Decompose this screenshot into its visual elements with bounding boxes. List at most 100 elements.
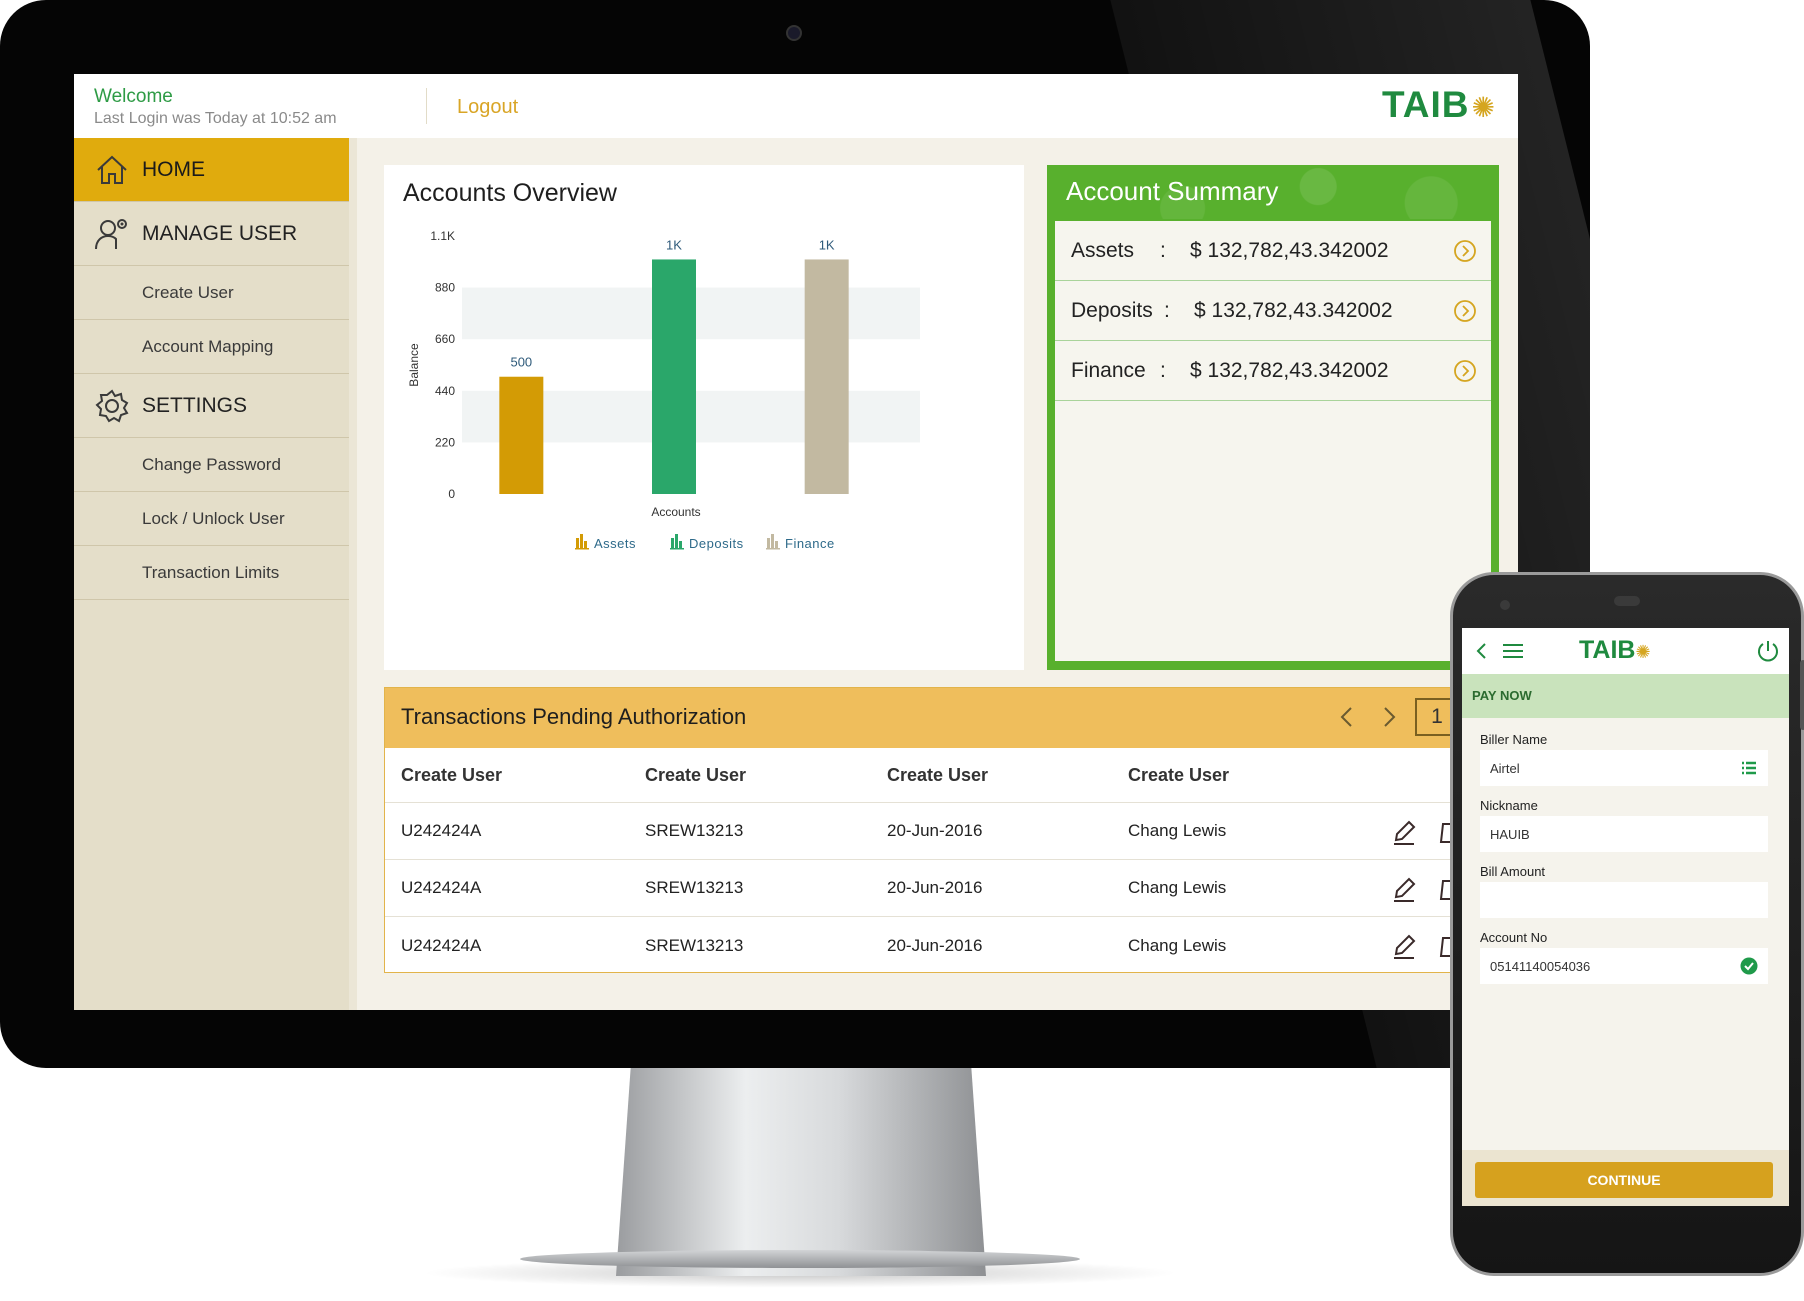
nav-home[interactable]: HOME bbox=[74, 138, 349, 202]
table-cell: 20-Jun-2016 bbox=[887, 878, 983, 897]
legend-label: Finance bbox=[785, 536, 835, 551]
legend-swatch bbox=[575, 548, 589, 550]
bar-finance bbox=[804, 259, 849, 494]
continue-button[interactable]: CONTINUE bbox=[1475, 1162, 1773, 1198]
summary-value: $ 132,782,43.342002 bbox=[1190, 238, 1389, 262]
nav-settings-label: SETTINGS bbox=[142, 393, 248, 417]
biller-name-label: Biller Name bbox=[1480, 732, 1548, 747]
column-header: Create User bbox=[401, 764, 503, 785]
biller-name-field[interactable]: Airtel bbox=[1480, 750, 1768, 786]
legend-swatch bbox=[771, 534, 774, 548]
table-row[interactable]: U242424A SREW13213 20-Jun-2016 Chang Lew… bbox=[385, 803, 1517, 860]
back-arrow-icon[interactable] bbox=[1472, 640, 1492, 662]
table-row[interactable]: U242424A SREW13213 20-Jun-2016 Chang Lew… bbox=[385, 917, 1517, 974]
logout-link[interactable]: Logout bbox=[457, 96, 519, 118]
phone-logo-text: TAIB bbox=[1579, 636, 1636, 664]
summary-row-assets: Assets : $ 132,782,43.342002 bbox=[1055, 221, 1491, 281]
legend-label: Assets bbox=[594, 536, 636, 551]
phone-side-button bbox=[1800, 660, 1804, 730]
y-tick-label: 1.1K bbox=[430, 229, 455, 243]
table-cell: Chang Lewis bbox=[1128, 878, 1227, 897]
y-tick-label: 880 bbox=[435, 281, 455, 295]
summary-label: Assets bbox=[1071, 238, 1135, 262]
accounts-overview-title: Accounts Overview bbox=[403, 179, 617, 207]
chevron-right-icon[interactable] bbox=[1375, 702, 1403, 732]
nav-lock-unlock-user[interactable]: Lock / Unlock User bbox=[74, 492, 349, 546]
bill-amount-label: Bill Amount bbox=[1480, 864, 1546, 879]
nav-account-mapping[interactable]: Account Mapping bbox=[74, 320, 349, 374]
table-row[interactable]: U242424A SREW13213 20-Jun-2016 Chang Lew… bbox=[385, 860, 1517, 917]
legend-swatch bbox=[584, 541, 587, 548]
phone-speaker bbox=[1614, 596, 1640, 606]
transactions-header: Transactions Pending Authorization 1 bbox=[385, 688, 1517, 748]
x-axis-label: Accounts bbox=[651, 505, 700, 519]
legend-swatch bbox=[775, 541, 778, 548]
monitor-stand bbox=[616, 1066, 986, 1276]
summary-row-finance: Finance : $ 132,782,43.342002 bbox=[1055, 341, 1491, 401]
summary-colon: : bbox=[1160, 358, 1166, 382]
nav-manage-user[interactable]: MANAGE USER bbox=[74, 202, 349, 266]
chevron-right-circle-icon[interactable] bbox=[1453, 359, 1477, 383]
nav-create-user[interactable]: Create User bbox=[74, 266, 349, 320]
accounts-overview-chart: 0 220 440 660 880 1.1K Balance 500 1K 1K Accounts A… bbox=[407, 229, 920, 551]
bar-deposits bbox=[652, 259, 696, 494]
table-cell: Chang Lewis bbox=[1128, 821, 1227, 840]
nickname-value: HAUIB bbox=[1490, 826, 1530, 842]
legend-label: Deposits bbox=[689, 536, 744, 551]
table-cell: SREW13213 bbox=[645, 935, 744, 955]
edit-pencil-icon[interactable] bbox=[1390, 818, 1418, 846]
transactions-title: Transactions Pending Authorization bbox=[401, 704, 747, 729]
nav-manage-user-label: MANAGE USER bbox=[142, 221, 298, 245]
chevron-left-icon[interactable] bbox=[1333, 702, 1361, 732]
accounts-overview-card: Accounts Overview 0 220 440 660 880 1.1K Balan… bbox=[384, 165, 1024, 670]
chevron-right-circle-icon[interactable] bbox=[1453, 239, 1477, 263]
column-header: Create User bbox=[645, 764, 747, 785]
list-icon[interactable] bbox=[1740, 759, 1758, 777]
bar-assets bbox=[499, 376, 544, 494]
y-tick-label: 0 bbox=[448, 487, 455, 501]
legend-swatch bbox=[766, 548, 780, 550]
edit-pencil-icon[interactable] bbox=[1390, 932, 1418, 960]
summary-colon: : bbox=[1164, 298, 1170, 322]
legend-swatch bbox=[671, 538, 674, 548]
content-edge bbox=[349, 138, 357, 1010]
account-no-value: 05141140054036 bbox=[1490, 958, 1591, 974]
logo-text: TAIB bbox=[1381, 84, 1470, 125]
legend-swatch bbox=[679, 541, 682, 548]
phone-top-bar: TAIB✺ bbox=[1462, 628, 1789, 674]
account-no-field[interactable]: 05141140054036 bbox=[1480, 948, 1768, 984]
bar-data-label: 1K bbox=[666, 237, 682, 252]
nav-change-password[interactable]: Change Password bbox=[74, 438, 349, 492]
chevron-right-circle-icon[interactable] bbox=[1453, 299, 1477, 323]
gear-icon bbox=[95, 389, 129, 423]
legend-swatch bbox=[580, 534, 583, 548]
manage-user-icon bbox=[95, 219, 127, 250]
check-circle-icon bbox=[1740, 957, 1758, 975]
logo-flower-icon: ✺ bbox=[1635, 642, 1651, 662]
edit-pencil-icon[interactable] bbox=[1390, 875, 1418, 903]
power-icon[interactable] bbox=[1755, 638, 1781, 664]
table-cell: U242424A bbox=[401, 878, 482, 897]
table-cell: SREW13213 bbox=[645, 878, 744, 897]
account-summary-body: Assets : $ 132,782,43.342002 Deposits : … bbox=[1055, 221, 1491, 661]
phone-taib-logo: TAIB✺ bbox=[1579, 636, 1651, 665]
table-header-row: Create User Create User Create User Crea… bbox=[385, 748, 1517, 803]
nickname-field[interactable]: HAUIB bbox=[1480, 816, 1768, 852]
logo-flower-icon: ✺ bbox=[1471, 92, 1496, 123]
bill-amount-field[interactable] bbox=[1480, 882, 1768, 918]
hamburger-menu-icon[interactable] bbox=[1500, 640, 1526, 662]
webcam-icon bbox=[786, 25, 802, 41]
column-header: Create User bbox=[1128, 764, 1230, 785]
taib-logo: TAIB✺ bbox=[1382, 84, 1496, 126]
phone-camera-icon bbox=[1500, 600, 1510, 610]
y-tick-label: 220 bbox=[435, 435, 455, 449]
top-bar: Welcome Last Login was Today at 10:52 am… bbox=[74, 74, 1518, 138]
legend-swatch bbox=[675, 534, 678, 548]
sidebar: HOME MANAGE USER Create User Account Map… bbox=[74, 138, 349, 1010]
summary-row-deposits: Deposits : $ 132,782,43.342002 bbox=[1055, 281, 1491, 341]
nav-settings[interactable]: SETTINGS bbox=[74, 374, 349, 438]
table-cell: 20-Jun-2016 bbox=[887, 935, 983, 955]
home-icon bbox=[97, 155, 127, 184]
legend-swatch bbox=[576, 538, 579, 548]
nav-transaction-limits[interactable]: Transaction Limits bbox=[74, 546, 349, 600]
